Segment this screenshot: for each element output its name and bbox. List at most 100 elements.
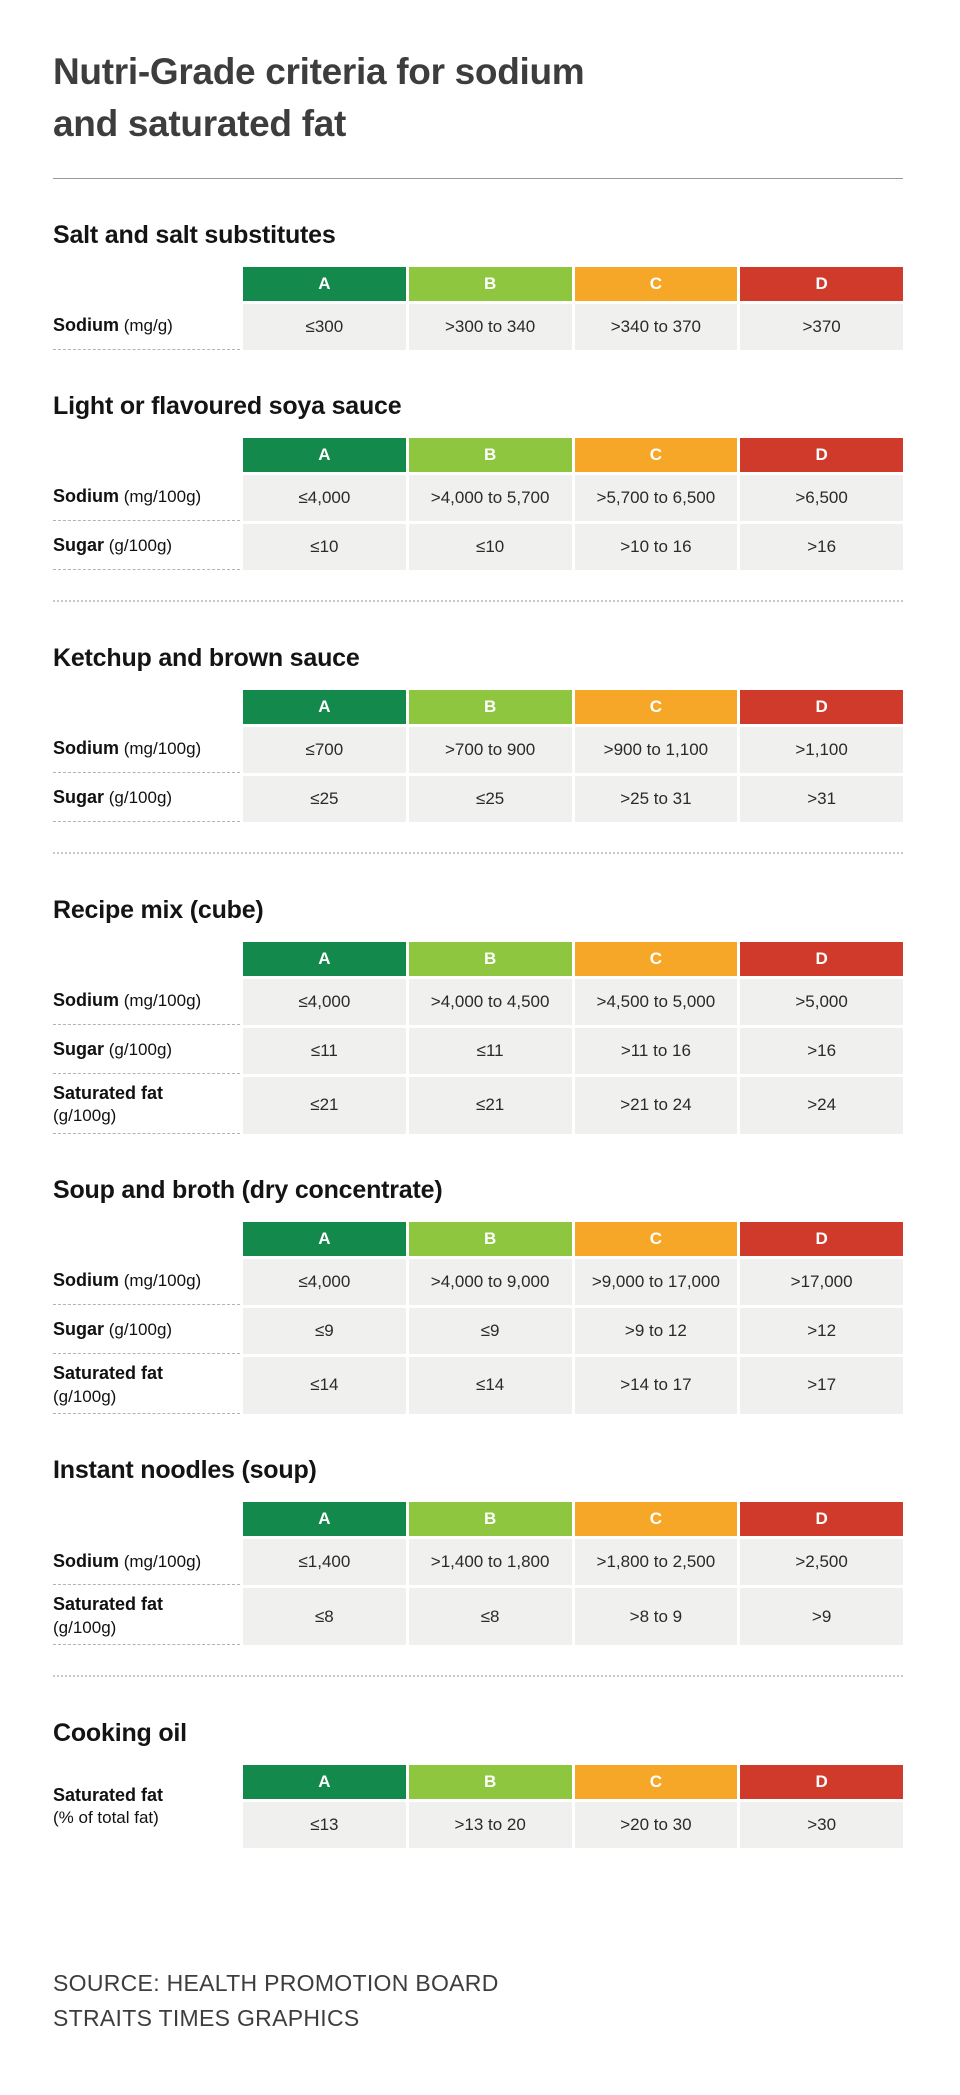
grade-header-b: B [408, 266, 572, 301]
source-line-1: SOURCE: HEALTH PROMOTION BOARD [53, 1970, 499, 1997]
row-label-name: Sodium [53, 315, 119, 336]
section-light-or-flavoured-soya-sauce: Light or flavoured soya sauce A B C D Sodium … [53, 392, 903, 602]
row-label-unit: (g/100g) [53, 1106, 117, 1126]
row-label-unit: (g/100g) [104, 788, 173, 808]
grade-header-b: B [408, 1765, 572, 1800]
grade-header-b: B [408, 1221, 572, 1256]
grade-header-d: D [740, 1221, 903, 1256]
row-label-name: Sodium [53, 990, 119, 1011]
value-cell-b: ≤8 [408, 1587, 572, 1646]
row-label: Sodium (mg/100g) [53, 727, 240, 773]
grade-table: A B C D Sodium (mg/100g) ≤700 >700 to 900 >900 … [53, 689, 903, 822]
row-label: Saturated fat (g/100g) [53, 1077, 240, 1134]
row-label-text: Saturated fat (g/100g) [53, 1593, 163, 1639]
row-label-unit: (g/100g) [104, 1320, 173, 1340]
grade-header-b: B [408, 941, 572, 976]
value-cell-d: >370 [740, 303, 903, 350]
value-cell-a: ≤9 [243, 1307, 406, 1354]
row-label: Sodium (mg/100g) [53, 979, 240, 1025]
section-separator [53, 851, 903, 854]
value-cell-c: >20 to 30 [574, 1802, 738, 1849]
grade-header-d: D [740, 266, 903, 301]
grade-header-c: C [574, 1765, 738, 1800]
header-spacer [53, 1501, 240, 1536]
value-cell-a: ≤25 [243, 775, 406, 822]
row-label-name: Saturated fat [53, 1784, 164, 1805]
row-label: Sugar (g/100g) [53, 1308, 240, 1354]
grade-header-d: D [740, 689, 903, 724]
page-title: Nutri-Grade criteria for sodium and satur… [53, 46, 903, 150]
row-label-unit: (mg/100g) [119, 1551, 202, 1571]
row-label-name: Sodium [53, 1270, 119, 1291]
grade-header-c: C [574, 266, 738, 301]
row-label: Sodium (mg/100g) [53, 1259, 240, 1305]
row-label-unit: (mg/100g) [119, 1271, 202, 1291]
section-separator [53, 1675, 903, 1678]
grade-header-b: B [408, 1501, 572, 1536]
value-cell-d: >17,000 [740, 1258, 903, 1305]
row-label-name: Sugar [53, 787, 105, 808]
value-cell-a: ≤300 [243, 303, 406, 350]
value-cell-a: ≤11 [243, 1027, 406, 1074]
row-label-unit: (mg/g) [119, 316, 173, 336]
row-label-name: Saturated fat [53, 1362, 164, 1383]
section-soup-and-broth-dry-concentrate: Soup and broth (dry concentrate) A B C D Sodi… [53, 1176, 903, 1414]
value-cell-a: ≤4,000 [243, 978, 406, 1025]
value-cell-a: ≤21 [243, 1076, 406, 1134]
section-heading: Ketchup and brown sauce [53, 643, 360, 672]
value-cell-b: ≤14 [408, 1356, 572, 1414]
title-divider [53, 177, 903, 179]
grade-header-d: D [740, 437, 903, 472]
value-cell-b: >300 to 340 [408, 303, 572, 350]
value-cell-c: >9,000 to 17,000 [574, 1258, 738, 1305]
value-cell-a: ≤1,400 [243, 1538, 406, 1585]
section-heading: Salt and salt substitutes [53, 220, 336, 249]
value-cell-d: >2,500 [740, 1538, 903, 1585]
value-cell-d: >24 [740, 1076, 903, 1134]
section-instant-noodles-soup: Instant noodles (soup) A B C D Sodium (mg/100… [53, 1456, 903, 1678]
value-cell-a: ≤13 [243, 1802, 406, 1849]
grade-table: A B C D Sodium (mg/100g) ≤4,000 >4,000 to 4,50… [53, 941, 903, 1134]
row-label-unit: (mg/100g) [119, 739, 202, 759]
row-label-text: Saturated fat (% of total fat) [53, 1784, 163, 1830]
row-label: Sodium (mg/g) [53, 304, 240, 350]
row-label: Saturated fat (g/100g) [53, 1357, 240, 1414]
grade-header-c: C [574, 1221, 738, 1256]
section-heading: Light or flavoured soya sauce [53, 391, 402, 420]
value-cell-c: >14 to 17 [574, 1356, 738, 1414]
value-cell-b: ≤10 [408, 523, 572, 570]
value-cell-c: >5,700 to 6,500 [574, 474, 738, 521]
grade-table: A B C D Sodium (mg/100g) ≤1,400 >1,400 to 1,80… [53, 1501, 903, 1646]
header-spacer [53, 689, 240, 724]
grade-header-c: C [574, 437, 738, 472]
grade-table: A B C D Sodium (mg/g) ≤300 >300 to 340 >340 to … [53, 266, 903, 350]
value-cell-a: ≤4,000 [243, 1258, 406, 1305]
section-cooking-oil: Cooking oil Saturated fat (% of total fat)… [53, 1719, 903, 1849]
grade-header-b: B [408, 689, 572, 724]
value-cell-a: ≤700 [243, 726, 406, 773]
grade-header-c: C [574, 689, 738, 724]
row-label-text: Sodium (mg/100g) [53, 1269, 201, 1293]
value-cell-a: ≤14 [243, 1356, 406, 1414]
value-cell-d: >12 [740, 1307, 903, 1354]
grade-header-a: A [243, 266, 406, 301]
row-label-name: Sodium [53, 486, 119, 507]
row-label-text: Sugar (g/100g) [53, 1318, 172, 1342]
source-line-2: STRAITS TIMES GRAPHICS [53, 2004, 360, 2031]
page-title-line2: and saturated fat [53, 102, 347, 144]
row-label-text: Sodium (mg/100g) [53, 989, 201, 1013]
value-cell-c: >340 to 370 [574, 303, 738, 350]
grade-table: A B C D Sodium (mg/100g) ≤4,000 >4,000 to 9,00… [53, 1221, 903, 1414]
row-label-text: Sugar (g/100g) [53, 786, 172, 810]
value-cell-d: >1,100 [740, 726, 903, 773]
grade-table: Saturated fat (% of total fat) A B C D ≤13 >13 … [53, 1765, 903, 1849]
value-cell-b: >1,400 to 1,800 [408, 1538, 572, 1585]
grade-header-c: C [574, 941, 738, 976]
value-cell-c: >1,800 to 2,500 [574, 1538, 738, 1585]
row-label-text: Sugar (g/100g) [53, 1038, 172, 1062]
grade-header-a: A [243, 1501, 406, 1536]
value-cell-c: >9 to 12 [574, 1307, 738, 1354]
value-cell-c: >4,500 to 5,000 [574, 978, 738, 1025]
value-cell-c: >11 to 16 [574, 1027, 738, 1074]
